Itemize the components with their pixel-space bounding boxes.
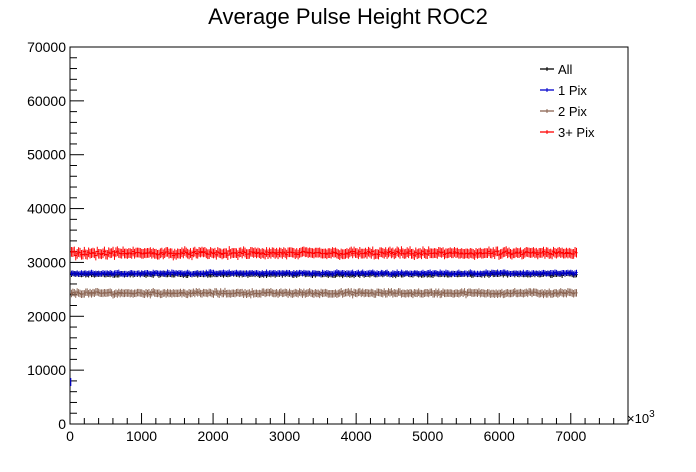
series-layer (70, 246, 578, 386)
series-1-pix (70, 269, 578, 386)
plot-frame (69, 46, 629, 425)
legend-label: All (558, 62, 573, 77)
x-axis-multiplier: ×103 (627, 409, 655, 426)
x-tick-label: 2000 (197, 428, 228, 444)
legend-label: 3+ Pix (558, 125, 595, 140)
series-2-pix (70, 287, 578, 299)
x-tick-label: 3000 (269, 428, 300, 444)
y-tick-label: 20000 (27, 308, 66, 324)
series-3-pix (70, 246, 578, 261)
y-tick-label: 0 (58, 416, 66, 432)
series-points-3-pix (70, 246, 578, 261)
y-tick-label: 50000 (27, 147, 66, 163)
x-tick-label: 0 (66, 428, 74, 444)
y-tick-label: 70000 (27, 39, 66, 55)
axis-ticks: 0 1000 2000 3000 4000 5000 6000 700001000020000… (27, 39, 629, 444)
y-tick-label: 30000 (27, 254, 66, 270)
legend-label: 1 Pix (558, 83, 587, 98)
x-tick-label: 4000 (341, 428, 372, 444)
x-tick-label: 7000 (555, 428, 586, 444)
legend: All 1 Pix 2 Pix 3+ Pix (540, 62, 595, 140)
x-tick-label: 6000 (484, 428, 515, 444)
y-tick-label: 10000 (27, 362, 66, 378)
legend-label: 2 Pix (558, 104, 587, 119)
series-points-2-pix (70, 287, 578, 299)
series-points-1-pix (70, 269, 578, 278)
chart-title: Average Pulse Height ROC2 (208, 4, 488, 29)
x-tick-label: 1000 (126, 428, 157, 444)
y-tick-label: 60000 (27, 93, 66, 109)
y-tick-label: 40000 (27, 201, 66, 217)
x-tick-label: 5000 (412, 428, 443, 444)
